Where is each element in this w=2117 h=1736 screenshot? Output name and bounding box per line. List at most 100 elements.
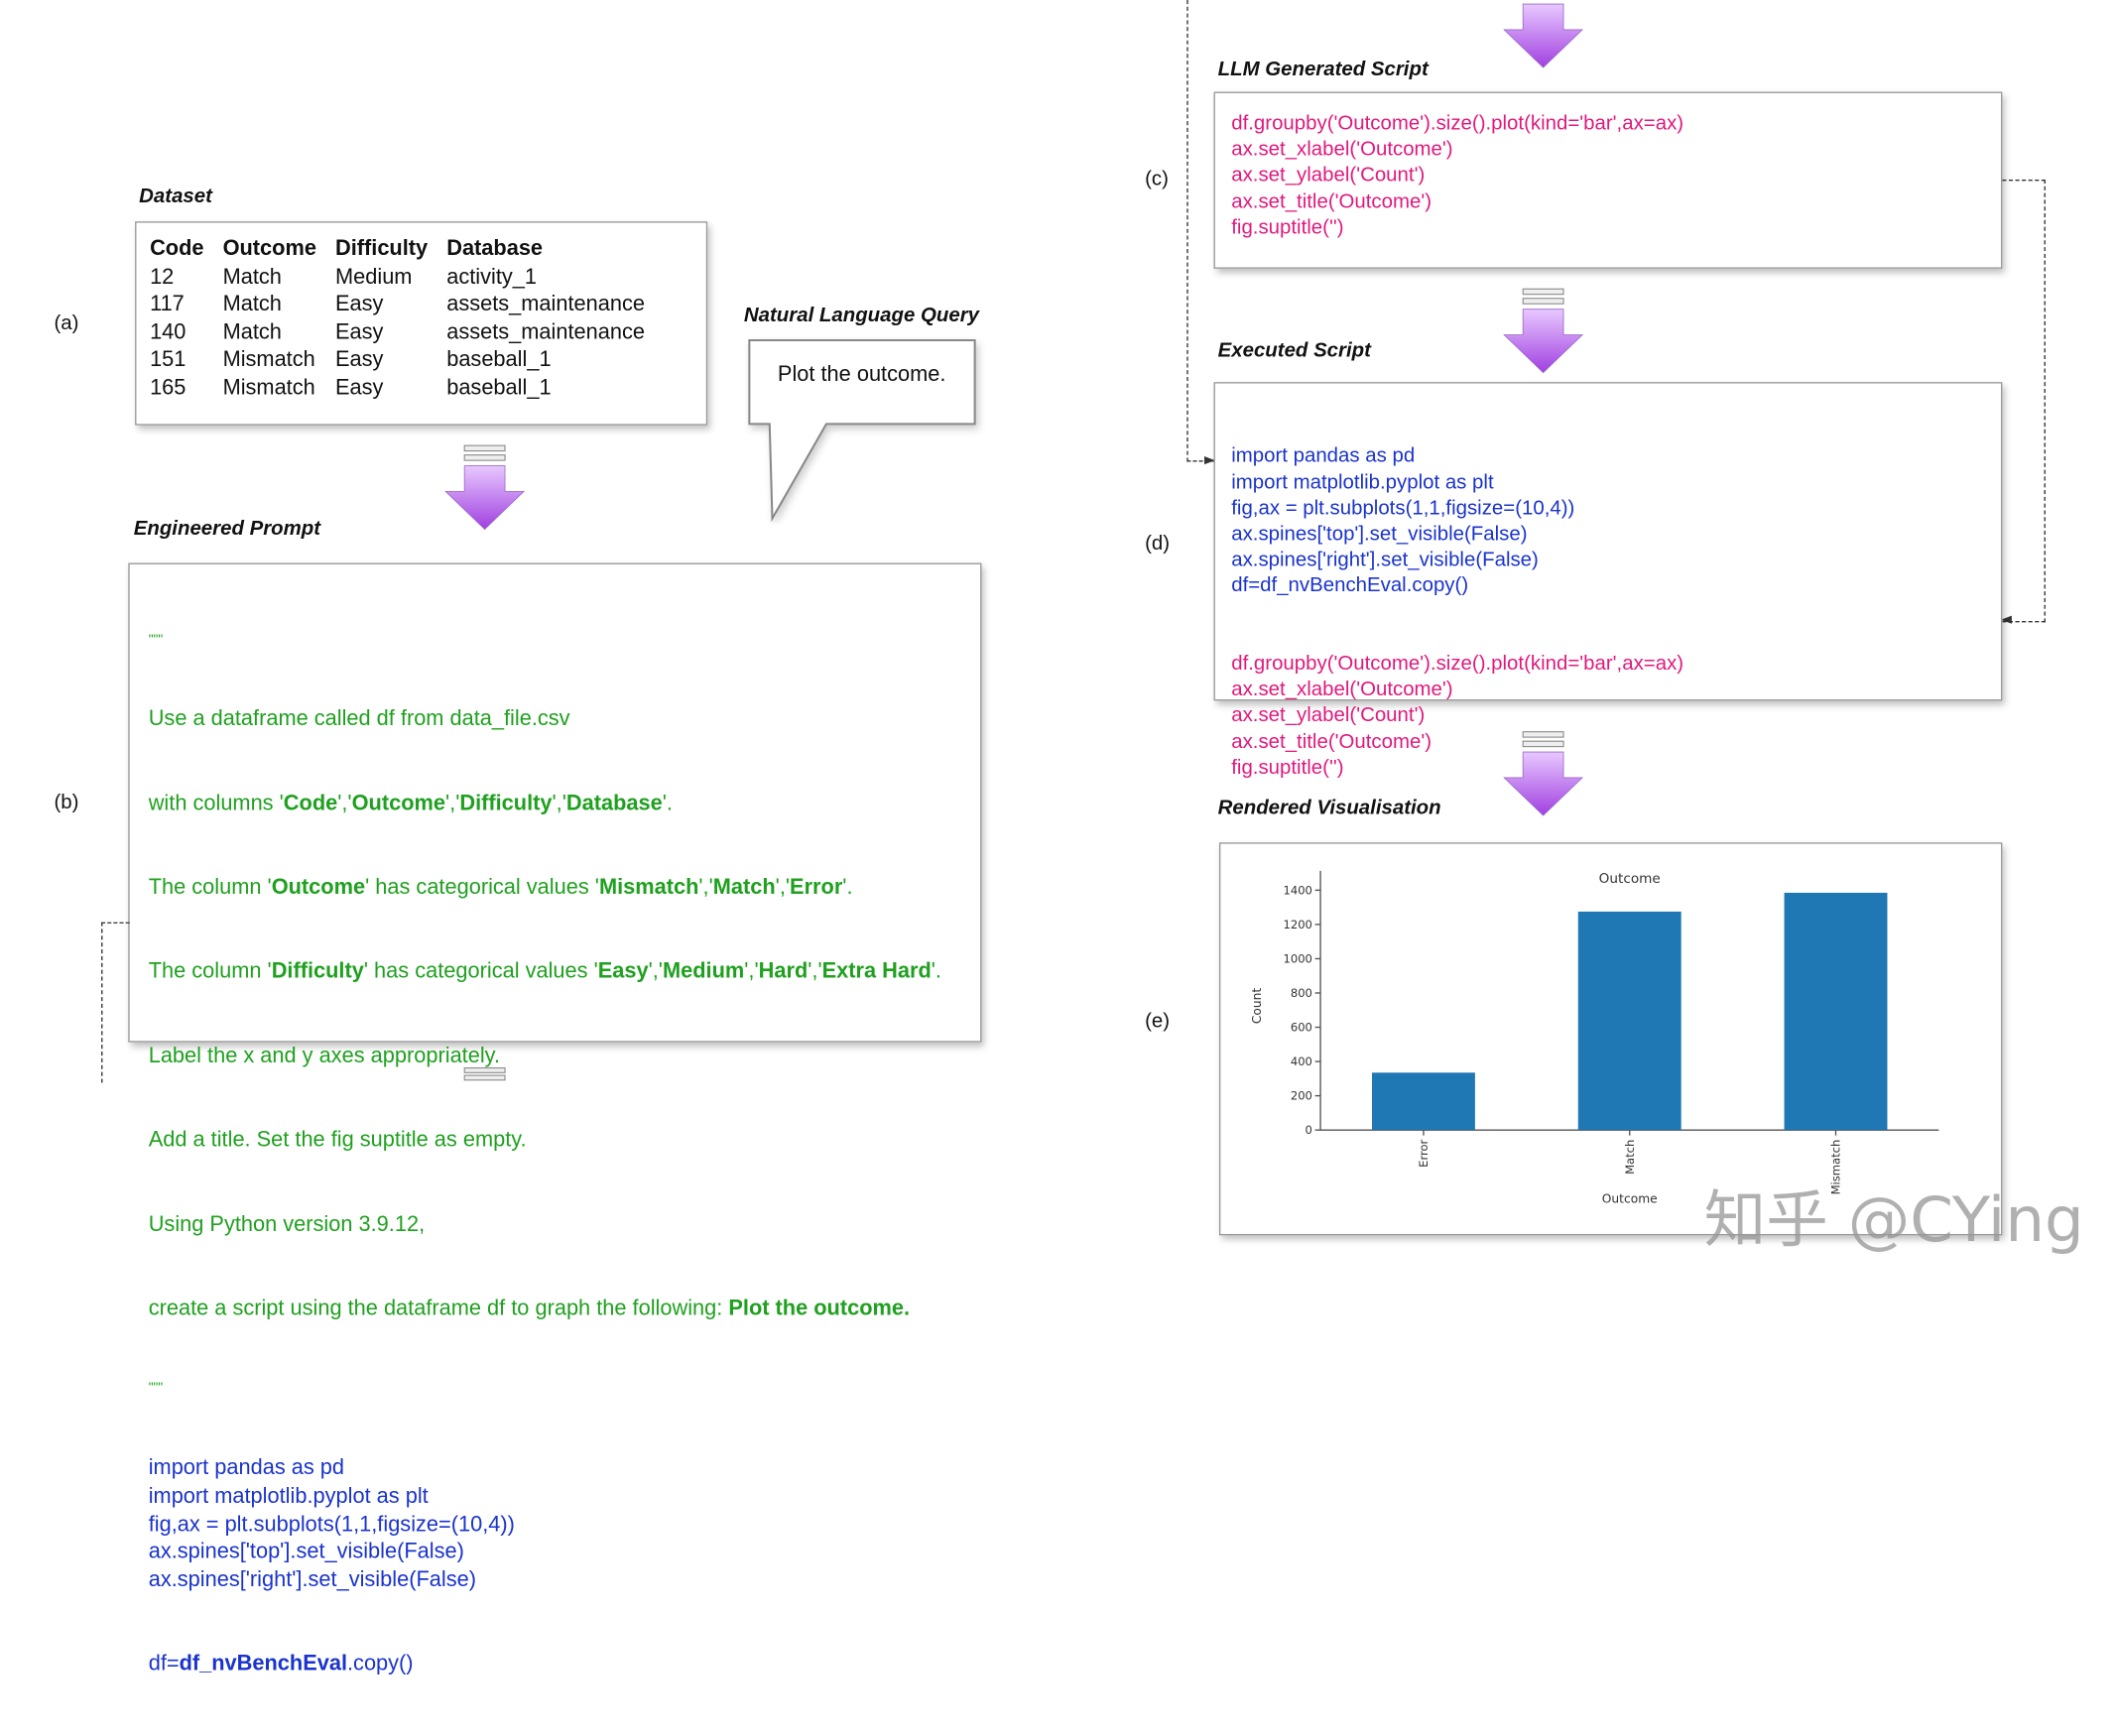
code-line: df=df_nvBenchEval.copy() bbox=[149, 1652, 980, 1679]
down-arrow-icon bbox=[444, 444, 526, 531]
y-axis-label: Count bbox=[1250, 988, 1264, 1025]
prompt-part: Outcome bbox=[271, 876, 366, 900]
docstring-open: """ bbox=[148, 632, 164, 648]
prompt-part: Outcome bbox=[351, 792, 445, 815]
speech-bubble bbox=[748, 338, 976, 523]
continuation-bars-icon bbox=[463, 1067, 506, 1081]
prompt-part: Database bbox=[565, 792, 663, 815]
table-cell: baseball_1 bbox=[446, 348, 552, 372]
code-line: ax.set_ylabel('Count') bbox=[1231, 164, 1426, 187]
dashed-connector bbox=[1186, 0, 1215, 462]
prompt-part: '. bbox=[842, 876, 853, 900]
prompt-part: '. bbox=[662, 792, 673, 815]
column-header: Difficulty bbox=[334, 237, 429, 261]
table-cell: 12 bbox=[150, 265, 175, 289]
prompt-line: Label the x and y axes appropriately. bbox=[148, 1045, 500, 1068]
dataset-table: Code Outcome Difficulty Database 12 Match Med… bbox=[150, 236, 664, 403]
code-line: ax.set_title('Outcome') bbox=[1231, 189, 1432, 213]
prompt-part: Easy bbox=[597, 960, 649, 984]
code-line: df=df_nvBenchEval.copy() bbox=[1231, 573, 1469, 598]
x-tick-label: Error bbox=[1417, 1139, 1431, 1167]
prompt-part: ',' bbox=[337, 792, 352, 815]
down-arrow-icon bbox=[1503, 288, 1584, 374]
prompt-line: Add a title. Set the fig suptitle as emp… bbox=[148, 1128, 527, 1153]
code-line: ax.spines['right'].set_visible(False) bbox=[148, 1568, 476, 1592]
table-cell: Easy bbox=[334, 293, 384, 316]
arrowhead-icon bbox=[1204, 456, 1215, 465]
prompt-part: Code bbox=[283, 792, 338, 815]
table-cell: Mismatch bbox=[222, 348, 315, 372]
panel-label-c: (c) bbox=[1145, 167, 1169, 190]
code-line: import matplotlib.pyplot as plt bbox=[1231, 470, 1494, 494]
prompt-part: Plot the outcome. bbox=[728, 1297, 911, 1320]
panel-label-b: (b) bbox=[54, 791, 79, 814]
table-cell: assets_maintenance bbox=[446, 293, 645, 316]
column-header: Outcome bbox=[222, 237, 316, 261]
engineered-prompt-title: Engineered Prompt bbox=[133, 517, 321, 541]
prompt-part: '. bbox=[931, 960, 941, 984]
table-cell: Medium bbox=[334, 265, 413, 289]
table-row: 117 Match Easy assets_maintenance bbox=[150, 292, 664, 319]
prompt-part: ',' bbox=[444, 792, 460, 815]
dataset-title: Dataset bbox=[139, 185, 212, 208]
y-tick-label: 1400 bbox=[1284, 883, 1312, 897]
prompt-part: The column ' bbox=[148, 960, 272, 984]
code-part: .copy() bbox=[347, 1653, 414, 1676]
y-tick-label: 600 bbox=[1291, 1021, 1312, 1035]
code-line: fig,ax = plt.subplots(1,1,figsize=(10,4)… bbox=[148, 1513, 515, 1537]
table-cell: Easy bbox=[334, 348, 384, 372]
prompt-part: ',' bbox=[648, 960, 663, 984]
prompt-part: ',' bbox=[552, 792, 566, 815]
table-cell: Easy bbox=[334, 376, 384, 400]
table-cell: 151 bbox=[150, 348, 187, 372]
prompt-part: Medium bbox=[662, 960, 745, 984]
rendered-vis-box: Outcome 0 200 400 600 800 1000 1200 1400 Error Mat… bbox=[1218, 842, 2003, 1236]
bar-chart: Outcome 0 200 400 600 800 1000 1200 1400 Error Mat… bbox=[1250, 870, 1939, 1206]
y-tick-label: 1000 bbox=[1284, 952, 1312, 966]
code-line: ax.set_ylabel('Count') bbox=[1231, 703, 1426, 727]
panel-label-a: (a) bbox=[54, 311, 79, 335]
column-header: Database bbox=[446, 237, 544, 261]
code-line: ax.set_xlabel('Outcome') bbox=[1231, 138, 1453, 162]
table-row: 140 Match Easy assets_maintenance bbox=[150, 319, 664, 347]
chart-title: Outcome bbox=[1599, 871, 1661, 887]
down-arrow-icon bbox=[1503, 731, 1584, 816]
llm-script-box: df.groupby('Outcome').size().plot(kind='… bbox=[1213, 91, 2003, 269]
nl-query-text: Plot the outcome. bbox=[777, 363, 946, 387]
prompt-part: ',' bbox=[698, 876, 713, 900]
prompt-part: with columns ' bbox=[148, 792, 284, 815]
code-line: ax.spines['right'].set_visible(False) bbox=[1231, 548, 1539, 572]
code-line: ax.spines['top'].set_visible(False) bbox=[148, 1541, 464, 1564]
table-cell: 140 bbox=[150, 320, 187, 344]
code-line: fig,ax = plt.subplots(1,1,figsize=(10,4)… bbox=[1231, 496, 1575, 520]
prompt-part: create a script using the dataframe df t… bbox=[148, 1297, 729, 1320]
prompt-part: ',' bbox=[808, 960, 822, 984]
code-line: ax.set_title('Outcome') bbox=[1231, 729, 1432, 753]
table-row: 165 Mismatch Easy baseball_1 bbox=[150, 375, 664, 403]
docstring-close: """ bbox=[148, 1381, 164, 1397]
executed-script-title: Executed Script bbox=[1217, 338, 1371, 362]
table-cell: Match bbox=[222, 293, 282, 316]
table-cell: 117 bbox=[150, 293, 185, 316]
code-line: fig.suptitle('') bbox=[1231, 755, 1344, 780]
llm-script-title: LLM Generated Script bbox=[1217, 58, 1429, 81]
y-tick-label: 1200 bbox=[1284, 918, 1312, 931]
code-line: df.groupby('Outcome').size().plot(kind='… bbox=[1231, 111, 1684, 136]
prompt-line: The column 'Difficulty' has categorical … bbox=[149, 959, 980, 987]
down-arrow-icon bbox=[1503, 3, 1584, 68]
table-cell: Match bbox=[222, 265, 282, 289]
engineered-prompt-box: """ Use a dataframe called df from data_… bbox=[128, 562, 982, 1676]
prompt-part: ' has categorical values ' bbox=[365, 876, 599, 900]
code-part: df= bbox=[148, 1653, 180, 1676]
y-tick-label: 200 bbox=[1291, 1089, 1312, 1103]
prompt-part: Extra Hard bbox=[821, 960, 932, 984]
prompt-line: create a script using the dataframe df t… bbox=[149, 1296, 980, 1323]
bar-mismatch bbox=[1784, 892, 1888, 1131]
code-line: ax.set_xlabel('Outcome') bbox=[1231, 678, 1453, 701]
code-line: fig.suptitle('') bbox=[1231, 215, 1344, 239]
nl-query-title: Natural Language Query bbox=[743, 304, 980, 327]
prompt-part: Mismatch bbox=[598, 876, 699, 900]
y-tick-label: 400 bbox=[1291, 1054, 1312, 1068]
prompt-line: Use a dataframe called df from data_file… bbox=[148, 707, 570, 731]
x-axis-label: Outcome bbox=[1602, 1192, 1658, 1206]
